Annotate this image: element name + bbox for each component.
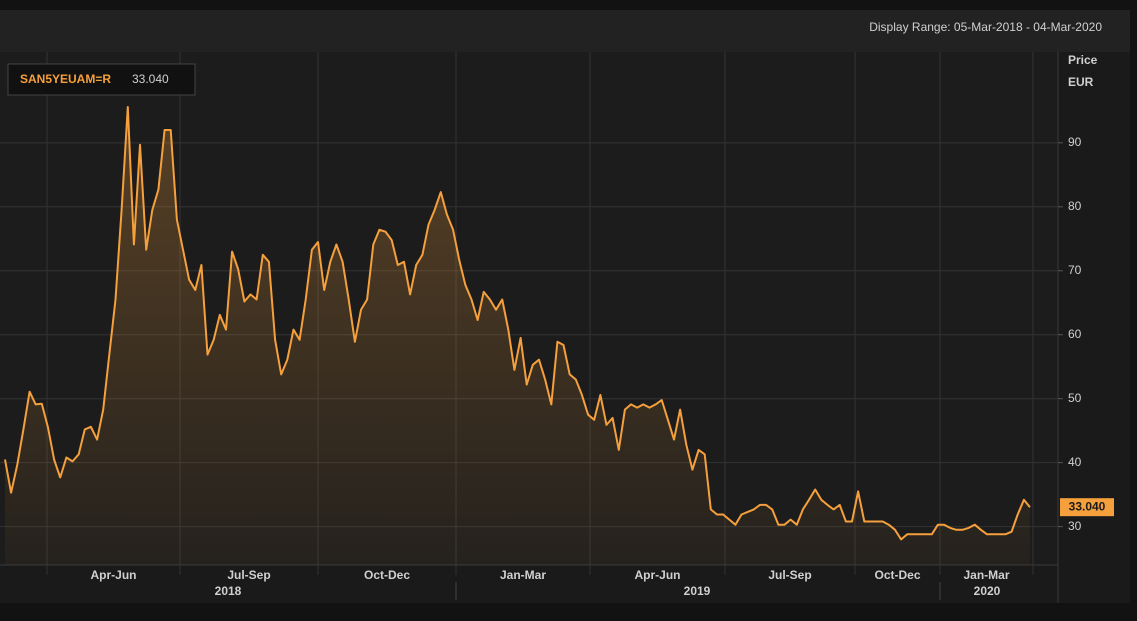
line (4, 106, 1031, 541)
display-range: Display Range: 05-Mar-2018 - 04-Mar-2020 (869, 20, 1102, 34)
year-label: 2020 (974, 584, 1001, 598)
legend-box (7, 63, 196, 96)
legend-value: 33.040 (132, 72, 169, 86)
marks (4, 106, 1031, 565)
x-tick-label: Jul-Sep (768, 568, 811, 582)
x-tick-label: Jan-Mar (963, 568, 1009, 582)
top-bar (0, 10, 1130, 52)
x-tick-label: Apr-Jun (91, 568, 137, 582)
x-tick-label: Apr-Jun (635, 568, 681, 582)
y-tick-label: 90 (1068, 135, 1082, 149)
y-tick-label: 70 (1068, 263, 1082, 277)
y-axis-unit: EUR (1068, 75, 1094, 89)
area (5, 107, 1030, 565)
y-tick-label: 50 (1068, 391, 1082, 405)
x-tick-label: Jan-Mar (500, 568, 546, 582)
y-tick-label: 30 (1068, 519, 1082, 533)
year-label: 2019 (684, 584, 711, 598)
legend-name: SAN5YEUAM=R (20, 72, 111, 86)
last-value-label: 33.040 (1069, 499, 1106, 513)
y-tick-label: 60 (1068, 327, 1082, 341)
y-tick-label: 80 (1068, 199, 1082, 213)
year-label: 2018 (215, 584, 242, 598)
x-tick-label: Oct-Dec (874, 568, 920, 582)
y-axis-label: Price (1068, 53, 1098, 67)
last-value-tag (1060, 498, 1114, 517)
x-axis-area (0, 565, 1058, 603)
x-tick-label: Jul-Sep (227, 568, 270, 582)
y-tick-label: 40 (1068, 455, 1082, 469)
x-tick-label: Oct-Dec (364, 568, 410, 582)
